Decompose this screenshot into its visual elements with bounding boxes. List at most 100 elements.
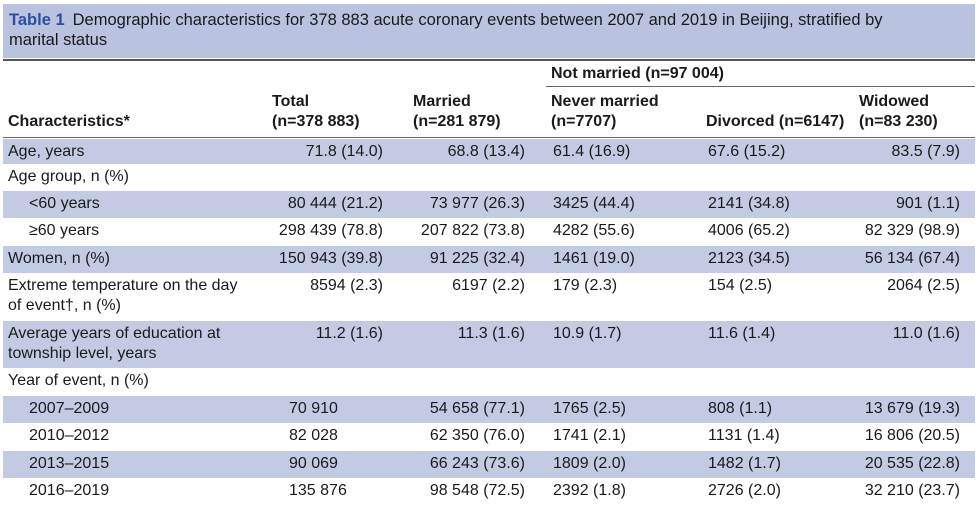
total-header: Total (n=378 883) xyxy=(272,92,360,132)
caption-text-continued: marital status xyxy=(9,31,108,49)
married-cell: 66 243 (73.6) xyxy=(429,455,525,472)
header-rule xyxy=(3,137,975,138)
row-label-line: Year of event, n (%) xyxy=(8,372,149,389)
never-married-cell: 1461 (19.0) xyxy=(553,250,635,267)
table-row: <60 years 80 444 (21.2) 73 977 (26.3) 3425 … xyxy=(3,191,975,218)
divorced-cell: 1131 (1.4) xyxy=(708,427,780,444)
total-cell: 135 876 xyxy=(289,482,347,499)
divorced-cell: 1482 (1.7) xyxy=(708,455,781,472)
total-cell: 80 444 (21.2) xyxy=(287,195,383,212)
divorced-cell: 808 (1.1) xyxy=(708,400,773,417)
table-row: 2010–2012 82 028 62 350 (76.0) 1741 (2.1) 11… xyxy=(3,423,975,451)
row-label-line: Age group, n (%) xyxy=(8,168,129,185)
table-row: ≥60 years 298 439 (78.8) 207 822 (73.8) 428… xyxy=(3,218,975,246)
married-cell: 207 822 (73.8) xyxy=(420,222,525,239)
row-label: <60 years xyxy=(29,194,100,214)
never-married-cell: 2392 (1.8) xyxy=(553,482,626,499)
row-label: Women, n (%) xyxy=(8,249,110,269)
row-label-line: of event†, n (%) xyxy=(8,297,121,314)
widowed-header-line2: (n=83 230) xyxy=(859,113,938,130)
divorced-cell: 2726 (2.0) xyxy=(708,482,781,499)
married-header: Married (n=281 879) xyxy=(413,92,501,132)
total-cell: 90 069 xyxy=(289,455,338,472)
table-row: Age, years 71.8 (14.0) 68.8 (13.4) 61.4 (16… xyxy=(3,139,975,164)
table-row: Average years of education at township le… xyxy=(3,321,975,368)
total-cell: 11.2 (1.6) xyxy=(315,325,383,342)
row-label-line: Women, n (%) xyxy=(8,250,110,267)
never-married-cell: 61.4 (16.9) xyxy=(553,143,631,160)
row-label-line: Average years of education at xyxy=(8,325,221,342)
total-cell: 298 439 (78.8) xyxy=(278,222,383,239)
characteristics-header: Characteristics* xyxy=(8,113,130,130)
row-label-line: <60 years xyxy=(29,195,100,212)
widowed-cell: 83.5 (7.9) xyxy=(891,143,960,160)
divorced-header: Divorced (n=6147) xyxy=(706,113,845,130)
row-label-line: 2010–2012 xyxy=(29,427,110,444)
never-married-cell: 3425 (44.4) xyxy=(553,195,635,212)
married-header-line1: Married xyxy=(413,93,471,110)
divorced-cell: 67.6 (15.2) xyxy=(708,143,786,160)
never-married-cell: 1765 (2.5) xyxy=(553,400,626,417)
top-rule xyxy=(3,59,975,61)
total-header-line2: (n=378 883) xyxy=(272,113,360,130)
widowed-cell: 56 134 (67.4) xyxy=(864,250,960,267)
row-label-line: 2013–2015 xyxy=(29,455,110,472)
row-label: 2010–2012 xyxy=(29,426,109,446)
divorced-cell: 154 (2.5) xyxy=(708,277,773,294)
row-label: Extreme temperature on the day of event†,… xyxy=(8,276,237,316)
widowed-cell: 901 (1.1) xyxy=(895,195,960,212)
widowed-cell: 20 535 (22.8) xyxy=(864,455,960,472)
table-row: Year of event, n (%) xyxy=(3,368,975,396)
divorced-cell: 2141 (34.8) xyxy=(708,195,790,212)
married-cell: 54 658 (77.1) xyxy=(429,400,525,417)
total-cell: 71.8 (14.0) xyxy=(305,143,383,160)
row-label-line: township level, years xyxy=(8,345,157,362)
total-cell: 150 943 (39.8) xyxy=(278,250,383,267)
table-row: Women, n (%) 150 943 (39.8) 91 225 (32.4) 1… xyxy=(3,246,975,273)
widowed-cell: 32 210 (23.7) xyxy=(864,482,960,499)
widowed-cell: 11.0 (1.6) xyxy=(892,325,960,342)
table-row: 2013–2015 90 069 66 243 (73.6) 1809 (2.0) 14… xyxy=(3,451,975,478)
married-cell: 62 350 (76.0) xyxy=(429,427,525,444)
row-label: ≥60 years xyxy=(29,221,99,241)
table-row: Age group, n (%) xyxy=(3,164,975,190)
table-row: 2007–2009 70 910 54 658 (77.1) 1765 (2.5) 80… xyxy=(3,396,975,423)
row-label: Age, years xyxy=(8,142,84,162)
married-cell: 6197 (2.2) xyxy=(452,277,525,294)
married-cell: 98 548 (72.5) xyxy=(429,482,525,499)
married-cell: 11.3 (1.6) xyxy=(457,325,525,342)
never-married-cell: 1741 (2.1) xyxy=(553,427,626,444)
never-married-header-line1: Never married xyxy=(551,93,659,110)
married-cell: 91 225 (32.4) xyxy=(429,250,525,267)
widowed-header-line1: Widowed xyxy=(859,93,930,110)
total-cell: 8594 (2.3) xyxy=(310,277,383,294)
widowed-cell: 2064 (2.5) xyxy=(887,277,960,294)
row-label-line: Extreme temperature on the day xyxy=(8,277,238,294)
never-married-header-line2: (n=7707) xyxy=(551,113,617,130)
row-label-line: 2007–2009 xyxy=(29,400,110,417)
row-label: 2016–2019 xyxy=(29,481,109,501)
row-label-line: Age, years xyxy=(8,143,85,160)
group-underline xyxy=(546,86,975,87)
divorced-cell: 4006 (65.2) xyxy=(708,222,790,239)
married-cell: 73 977 (26.3) xyxy=(429,195,525,212)
row-label-line: 2016–2019 xyxy=(29,482,110,499)
not-married-group-header: Not married (n=97 004) xyxy=(551,65,724,82)
never-married-cell: 179 (2.3) xyxy=(553,277,618,294)
married-header-line2: (n=281 879) xyxy=(413,113,501,130)
divorced-cell: 11.6 (1.4) xyxy=(708,325,776,342)
total-cell: 70 910 xyxy=(289,400,338,417)
table-label: Table 1 xyxy=(9,11,65,29)
divorced-cell: 2123 (34.5) xyxy=(708,250,790,267)
table-caption: Table 1 Demographic characteristics for 3… xyxy=(3,4,975,58)
married-cell: 68.8 (13.4) xyxy=(447,143,525,160)
widowed-cell: 16 806 (20.5) xyxy=(864,427,960,444)
total-cell: 82 028 xyxy=(289,427,338,444)
caption-text: Demographic characteristics for 378 883 … xyxy=(72,11,883,29)
widowed-cell: 82 329 (98.9) xyxy=(864,222,960,239)
row-label: 2013–2015 xyxy=(29,454,109,474)
row-label: Age group, n (%) xyxy=(8,167,129,187)
table-row: 2016–2019 135 876 98 548 (72.5) 2392 (1.8) 2… xyxy=(3,478,975,506)
row-label: Average years of education at township le… xyxy=(8,324,220,364)
total-header-line1: Total xyxy=(272,93,310,110)
